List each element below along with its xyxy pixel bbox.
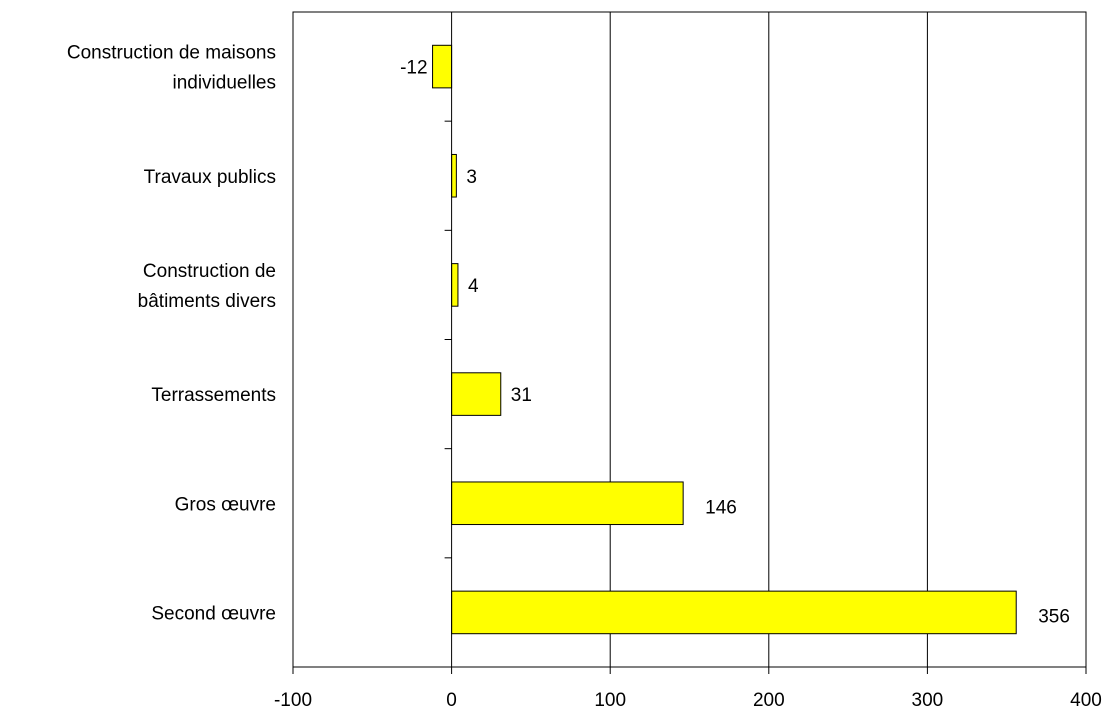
bar-3 <box>451 372 502 416</box>
x-tick-label-2: 100 <box>594 690 626 711</box>
data-label-4: 146 <box>705 497 737 518</box>
data-label-5: 356 <box>1038 606 1070 627</box>
category-label-3: Terrassements <box>151 385 276 406</box>
category-label-5: Second œuvre <box>151 603 276 624</box>
x-tick-label-1: 0 <box>446 690 457 711</box>
bar-0 <box>432 44 453 89</box>
category-label-line: Construction de <box>143 261 276 282</box>
data-label-3: 31 <box>511 385 532 406</box>
category-label-0: Construction de maisons individuelles <box>67 43 276 94</box>
x-tick-label-0: -100 <box>274 690 312 711</box>
x-tick-label-4: 300 <box>912 690 944 711</box>
category-label-4: Gros œuvre <box>175 494 276 515</box>
category-label-line: Second œuvre <box>151 603 276 624</box>
data-label-1: 3 <box>466 167 477 188</box>
data-label-2: 4 <box>468 276 479 297</box>
category-label-1: Travaux publics <box>144 167 276 188</box>
category-label-line: Travaux publics <box>144 167 276 188</box>
bar-1 <box>451 153 457 198</box>
axes <box>292 12 1087 674</box>
category-label-line: Construction de maisons <box>67 43 276 64</box>
data-label-0: -12 <box>400 58 427 79</box>
bar-2 <box>451 263 459 307</box>
x-tick-label-5: 400 <box>1070 690 1102 711</box>
gridlines <box>609 12 928 667</box>
category-label-line: Gros œuvre <box>175 494 276 515</box>
category-label-line: Terrassements <box>151 385 276 406</box>
category-label-line: individuelles <box>172 73 276 94</box>
plot-area <box>292 11 1087 668</box>
bar-4 <box>451 481 684 526</box>
bar-5 <box>451 590 1017 635</box>
x-tick-label-3: 200 <box>753 690 785 711</box>
category-label-2: Construction de bâtiments divers <box>138 261 276 312</box>
category-label-line: bâtiments divers <box>138 291 276 312</box>
labels: -100 0 100 200 300 400 Construction de maisons… <box>67 43 1102 711</box>
